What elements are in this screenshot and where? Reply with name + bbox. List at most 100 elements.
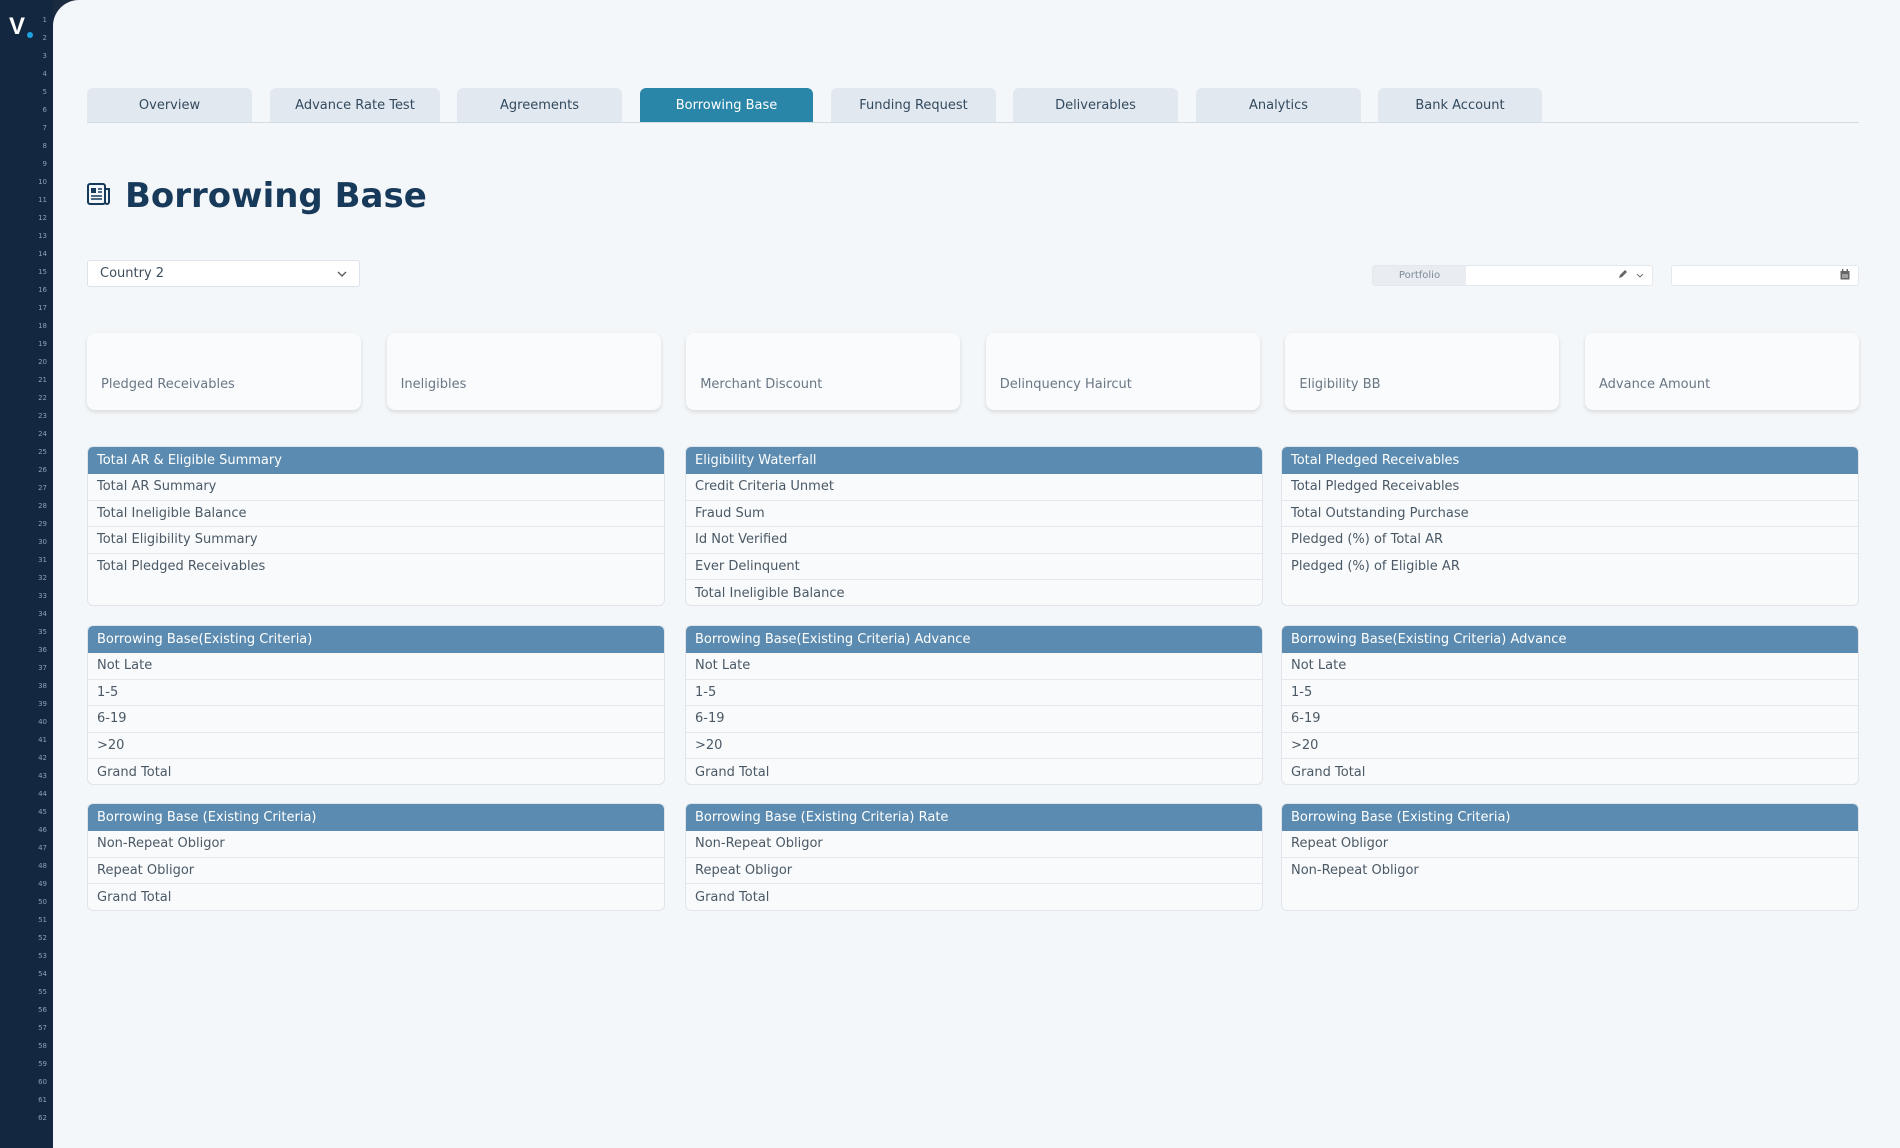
line-number: 2: [42, 34, 47, 42]
panel-row: Repeat Obligor: [88, 858, 664, 884]
logo[interactable]: V: [9, 13, 26, 40]
line-number: 37: [38, 664, 47, 672]
line-number: 38: [38, 682, 47, 690]
line-number: 14: [38, 250, 47, 258]
panel-title: Total Pledged Receivables: [1282, 447, 1858, 474]
panel-row: Total Pledged Receivables: [97, 559, 266, 575]
kpi-label: Ineligibles: [400, 377, 467, 392]
country-select[interactable]: Country 2: [87, 260, 360, 287]
line-number: 11: [38, 196, 47, 204]
line-number: 47: [38, 844, 47, 852]
tab-overview[interactable]: Overview: [87, 88, 252, 122]
line-number: 57: [38, 1024, 47, 1032]
portfolio-label: Portfolio: [1373, 266, 1466, 285]
line-number: 56: [38, 1006, 47, 1014]
line-number: 48: [38, 862, 47, 870]
summary-panel: Borrowing Base (Existing Criteria) Non-Re…: [87, 803, 665, 911]
kpi-card: Eligibility BB: [1285, 333, 1560, 410]
line-number: 29: [38, 520, 47, 528]
tab-agreements[interactable]: Agreements: [457, 88, 622, 122]
line-number: 24: [38, 430, 47, 438]
panel-title: Total AR & Eligible Summary: [88, 447, 664, 474]
panel-row: Total Pledged Receivables: [1282, 474, 1858, 501]
tab-deliverables[interactable]: Deliverables: [1013, 88, 1178, 122]
kpi-card: Advance Amount: [1585, 333, 1859, 410]
panel-row: Total AR Summary: [88, 474, 664, 501]
panel-row: Pledged (%) of Total AR: [1282, 527, 1858, 554]
line-number: 50: [38, 898, 47, 906]
kpi-label: Eligibility BB: [1299, 377, 1381, 392]
line-number: 10: [38, 178, 47, 186]
line-number: 22: [38, 394, 47, 402]
calendar-icon[interactable]: [1840, 268, 1850, 283]
panel-row: 6-19: [1282, 706, 1858, 733]
sidebar: V 1 2 3 4 5 6 7 8 9 10 11 12 13 14 15 16 17 18 19 20 21 22 23 2…: [0, 0, 53, 1148]
kpi-label: Pledged Receivables: [101, 377, 235, 392]
summary-panel: Borrowing Base (Existing Criteria) Rate N…: [685, 803, 1263, 911]
tab-bar: Overview Advance Rate Test Agreements Borro…: [87, 88, 1859, 123]
line-number: 16: [38, 286, 47, 294]
kpi-card: Delinquency Haircut: [985, 333, 1260, 410]
line-number: 54: [38, 970, 47, 978]
panel-row: 6-19: [88, 706, 664, 733]
panel-row: Grand Total: [695, 889, 770, 905]
line-number: 35: [38, 628, 47, 636]
kpi-label: Advance Amount: [1599, 377, 1711, 392]
tab-advance-rate-test[interactable]: Advance Rate Test: [270, 88, 440, 122]
kpi-label: Delinquency Haircut: [999, 377, 1132, 392]
panel-title: Borrowing Base(Existing Criteria): [88, 626, 664, 653]
panel-row: >20: [1282, 733, 1858, 759]
summary-panel: Borrowing Base(Existing Criteria) Not Lat…: [87, 625, 665, 785]
line-number: 43: [38, 772, 47, 780]
line-number: 60: [38, 1078, 47, 1086]
pencil-icon[interactable]: [1618, 269, 1628, 282]
line-number: 1: [42, 16, 47, 24]
panel-title: Borrowing Base (Existing Criteria): [88, 804, 664, 831]
line-number: 39: [38, 700, 47, 708]
chevron-down-icon: [337, 266, 347, 281]
tab-bank-account[interactable]: Bank Account: [1378, 88, 1542, 122]
panel-row: Repeat Obligor: [686, 858, 1262, 884]
page-title: Borrowing Base: [125, 176, 427, 216]
panel-row: Not Late: [88, 653, 664, 680]
tab-analytics[interactable]: Analytics: [1196, 88, 1361, 122]
line-number: 3: [42, 52, 47, 60]
panel-row: Non-Repeat Obligor: [686, 831, 1262, 858]
panel-row: Pledged (%) of Eligible AR: [1291, 559, 1460, 575]
panel-row: Not Late: [1282, 653, 1858, 680]
panel-row: Total Eligibility Summary: [88, 527, 664, 554]
portfolio-select[interactable]: Portfolio: [1372, 265, 1653, 286]
panel-row: >20: [88, 733, 664, 759]
line-number: 30: [38, 538, 47, 546]
panel-row: Total Outstanding Purchase: [1282, 501, 1858, 527]
panel-title: Borrowing Base(Existing Criteria) Advanc…: [686, 626, 1262, 653]
line-number: 21: [38, 376, 47, 384]
chevron-down-icon[interactable]: [1636, 270, 1644, 281]
newspaper-icon: [87, 183, 111, 209]
panel-row: Grand Total: [97, 764, 172, 780]
line-number: 52: [38, 934, 47, 942]
tab-funding-request[interactable]: Funding Request: [831, 88, 996, 122]
country-value: Country 2: [100, 266, 165, 281]
panel-row: >20: [686, 733, 1262, 759]
panel-row: Non-Repeat Obligor: [1291, 863, 1419, 879]
summary-panel: Borrowing Base(Existing Criteria) Advanc…: [685, 625, 1263, 785]
date-picker[interactable]: [1671, 265, 1859, 286]
panel-row: Repeat Obligor: [1282, 831, 1858, 858]
panel-title: Borrowing Base (Existing Criteria): [1282, 804, 1858, 831]
line-number: 40: [38, 718, 47, 726]
line-number: 32: [38, 574, 47, 582]
line-number: 45: [38, 808, 47, 816]
line-number: 17: [38, 304, 47, 312]
panel-row: Not Late: [686, 653, 1262, 680]
line-number: 13: [38, 232, 47, 240]
panel-title: Eligibility Waterfall: [686, 447, 1262, 474]
line-numbers: 1 2 3 4 5 6 7 8 9 10 11 12 13 14 15 16 17 18 19 20 21 22 23 24 2…: [31, 14, 47, 1130]
line-number: 61: [38, 1096, 47, 1104]
line-number: 23: [38, 412, 47, 420]
line-number: 44: [38, 790, 47, 798]
kpi-card: Merchant Discount: [686, 333, 961, 410]
line-number: 53: [38, 952, 47, 960]
line-number: 18: [38, 322, 47, 330]
tab-borrowing-base[interactable]: Borrowing Base: [640, 88, 813, 122]
